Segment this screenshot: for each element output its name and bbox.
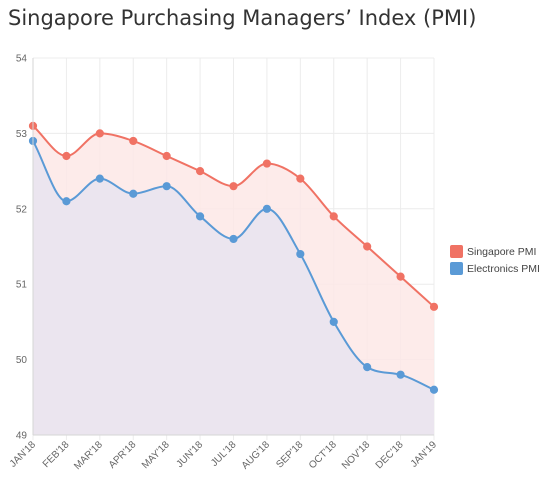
- x-tick-label: SEP'18: [274, 439, 305, 470]
- legend-label-electronics-pmi[interactable]: Electronics PMI: [467, 263, 540, 275]
- x-tick-label: MAR'18: [72, 439, 105, 472]
- point-electronics-pmi-dec-18[interactable]: [396, 370, 405, 379]
- area-electronics-pmi: [33, 140, 434, 435]
- point-electronics-pmi-jun-18[interactable]: [195, 212, 205, 221]
- point-singapore-pmi-jun-18[interactable]: [195, 167, 205, 176]
- point-electronics-pmi-may-18[interactable]: [162, 182, 171, 191]
- point-electronics-pmi-feb-18[interactable]: [62, 197, 71, 206]
- point-singapore-pmi-apr-18[interactable]: [129, 136, 138, 146]
- point-electronics-pmi-mar-18[interactable]: [95, 174, 104, 183]
- y-tick-label: 53: [16, 129, 28, 140]
- x-tick-label: AUG'18: [240, 439, 273, 472]
- x-tick-label: OCT'18: [307, 439, 339, 471]
- point-electronics-pmi-apr-18[interactable]: [129, 189, 138, 198]
- legend-swatch-electronics-pmi: [450, 262, 463, 275]
- legend: Singapore PMI Electronics PMI: [450, 245, 540, 275]
- point-electronics-pmi-jan-19[interactable]: [429, 385, 439, 394]
- y-tick-label: 52: [16, 204, 28, 215]
- point-electronics-pmi-jul-18[interactable]: [229, 234, 238, 244]
- x-tick-label: JAN'19: [409, 439, 440, 470]
- x-tick-label: MAY'18: [140, 439, 172, 471]
- point-singapore-pmi-mar-18[interactable]: [95, 129, 104, 138]
- point-electronics-pmi-nov-18[interactable]: [363, 363, 372, 372]
- y-tick-label: 49: [16, 431, 28, 442]
- x-tick-label: FEB'18: [41, 439, 72, 470]
- x-tick-label: APR'18: [107, 439, 139, 471]
- point-singapore-pmi-sep-18[interactable]: [296, 174, 305, 183]
- x-tick-label: JUN'18: [174, 439, 205, 470]
- x-tick-label: DEC'18: [374, 439, 406, 471]
- point-singapore-pmi-feb-18[interactable]: [62, 151, 71, 161]
- point-singapore-pmi-nov-18[interactable]: [363, 242, 372, 251]
- y-tick-label: 50: [16, 355, 28, 366]
- series-areas: [33, 125, 434, 436]
- point-singapore-pmi-jan-19[interactable]: [429, 302, 439, 311]
- legend-swatch-singapore-pmi: [450, 245, 463, 258]
- x-tick-label: JUL'18: [209, 439, 239, 469]
- point-singapore-pmi-jul-18[interactable]: [229, 182, 238, 191]
- x-tick-label: JAN'18: [8, 439, 39, 470]
- point-singapore-pmi-aug-18[interactable]: [262, 159, 272, 168]
- series-points: [28, 121, 439, 394]
- y-tick-label: 54: [16, 54, 28, 65]
- y-tick-label: 51: [16, 280, 28, 291]
- point-singapore-pmi-dec-18[interactable]: [396, 272, 405, 281]
- point-singapore-pmi-may-18[interactable]: [162, 151, 171, 161]
- legend-label-singapore-pmi[interactable]: Singapore PMI: [467, 246, 536, 258]
- point-singapore-pmi-oct-18[interactable]: [329, 212, 338, 221]
- point-electronics-pmi-aug-18[interactable]: [262, 204, 272, 213]
- x-tick-label: NOV'18: [340, 439, 373, 472]
- point-electronics-pmi-oct-18[interactable]: [329, 317, 338, 326]
- point-electronics-pmi-sep-18[interactable]: [296, 249, 305, 259]
- chart-title: Singapore Purchasing Managers’ Index (PM…: [8, 6, 477, 30]
